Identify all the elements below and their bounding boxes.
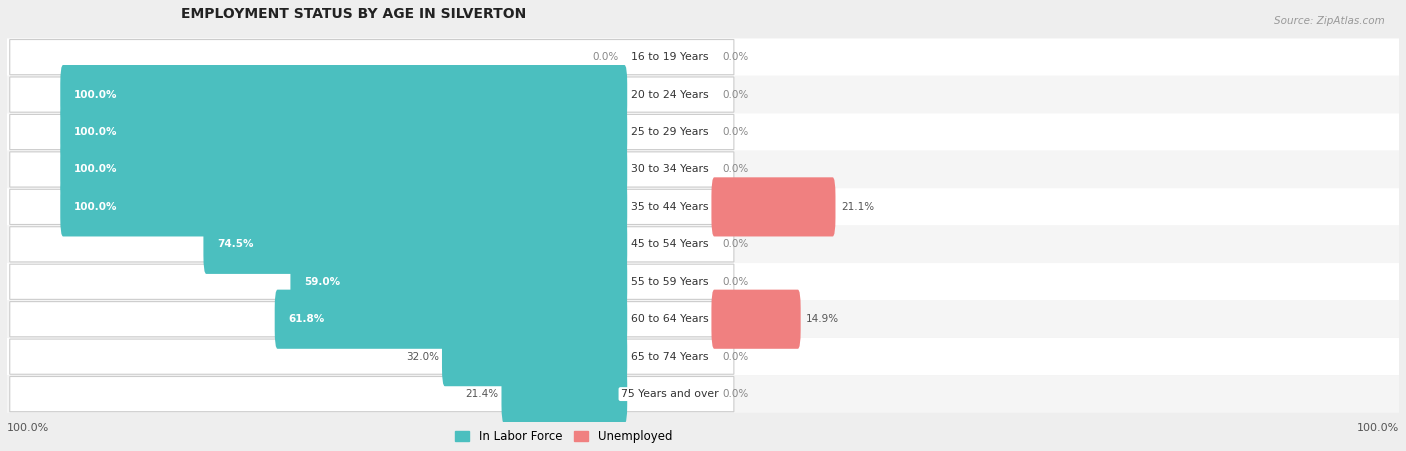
FancyBboxPatch shape: [274, 290, 627, 349]
FancyBboxPatch shape: [502, 364, 627, 423]
FancyBboxPatch shape: [7, 226, 1399, 263]
Legend: In Labor Force, Unemployed: In Labor Force, Unemployed: [450, 425, 678, 448]
FancyBboxPatch shape: [10, 40, 734, 75]
Text: 32.0%: 32.0%: [406, 352, 439, 362]
Text: 0.0%: 0.0%: [723, 352, 749, 362]
Text: 0.0%: 0.0%: [723, 127, 749, 137]
Text: 100.0%: 100.0%: [75, 90, 118, 100]
FancyBboxPatch shape: [10, 264, 734, 299]
FancyBboxPatch shape: [60, 65, 627, 124]
Text: 0.0%: 0.0%: [723, 165, 749, 175]
Text: 100.0%: 100.0%: [75, 202, 118, 212]
FancyBboxPatch shape: [60, 102, 627, 161]
FancyBboxPatch shape: [10, 227, 734, 262]
Text: 65 to 74 Years: 65 to 74 Years: [630, 352, 709, 362]
Text: 0.0%: 0.0%: [723, 52, 749, 62]
FancyBboxPatch shape: [7, 375, 1399, 413]
FancyBboxPatch shape: [7, 300, 1399, 338]
FancyBboxPatch shape: [7, 113, 1399, 151]
FancyBboxPatch shape: [60, 140, 627, 199]
FancyBboxPatch shape: [10, 189, 734, 225]
Text: 25 to 29 Years: 25 to 29 Years: [630, 127, 709, 137]
Text: 21.4%: 21.4%: [465, 389, 499, 399]
Text: 75 Years and over: 75 Years and over: [620, 389, 718, 399]
Text: 0.0%: 0.0%: [723, 90, 749, 100]
FancyBboxPatch shape: [711, 290, 800, 349]
Text: 14.9%: 14.9%: [806, 314, 839, 324]
FancyBboxPatch shape: [10, 152, 734, 187]
Text: 0.0%: 0.0%: [723, 239, 749, 249]
Text: 60 to 64 Years: 60 to 64 Years: [630, 314, 709, 324]
FancyBboxPatch shape: [711, 177, 835, 236]
Text: 100.0%: 100.0%: [7, 423, 49, 433]
FancyBboxPatch shape: [10, 302, 734, 337]
Text: 0.0%: 0.0%: [592, 52, 619, 62]
FancyBboxPatch shape: [10, 339, 734, 374]
FancyBboxPatch shape: [7, 151, 1399, 188]
FancyBboxPatch shape: [7, 76, 1399, 113]
FancyBboxPatch shape: [204, 215, 627, 274]
Text: 35 to 44 Years: 35 to 44 Years: [630, 202, 709, 212]
Text: 100.0%: 100.0%: [1357, 423, 1399, 433]
FancyBboxPatch shape: [7, 263, 1399, 300]
Text: 74.5%: 74.5%: [218, 239, 254, 249]
FancyBboxPatch shape: [7, 338, 1399, 375]
Text: 0.0%: 0.0%: [723, 277, 749, 287]
FancyBboxPatch shape: [7, 188, 1399, 226]
FancyBboxPatch shape: [60, 177, 627, 236]
Text: 30 to 34 Years: 30 to 34 Years: [630, 165, 709, 175]
Text: 45 to 54 Years: 45 to 54 Years: [630, 239, 709, 249]
FancyBboxPatch shape: [291, 252, 627, 311]
Text: 100.0%: 100.0%: [75, 127, 118, 137]
FancyBboxPatch shape: [441, 327, 627, 386]
FancyBboxPatch shape: [10, 115, 734, 150]
Text: Source: ZipAtlas.com: Source: ZipAtlas.com: [1274, 16, 1385, 26]
FancyBboxPatch shape: [10, 77, 734, 112]
Text: 21.1%: 21.1%: [841, 202, 875, 212]
Text: 100.0%: 100.0%: [75, 165, 118, 175]
Text: 59.0%: 59.0%: [305, 277, 340, 287]
Text: 55 to 59 Years: 55 to 59 Years: [630, 277, 709, 287]
FancyBboxPatch shape: [7, 38, 1399, 76]
Text: 20 to 24 Years: 20 to 24 Years: [630, 90, 709, 100]
FancyBboxPatch shape: [10, 377, 734, 412]
Text: EMPLOYMENT STATUS BY AGE IN SILVERTON: EMPLOYMENT STATUS BY AGE IN SILVERTON: [181, 7, 526, 21]
Text: 61.8%: 61.8%: [288, 314, 325, 324]
Text: 0.0%: 0.0%: [723, 389, 749, 399]
Text: 16 to 19 Years: 16 to 19 Years: [630, 52, 709, 62]
